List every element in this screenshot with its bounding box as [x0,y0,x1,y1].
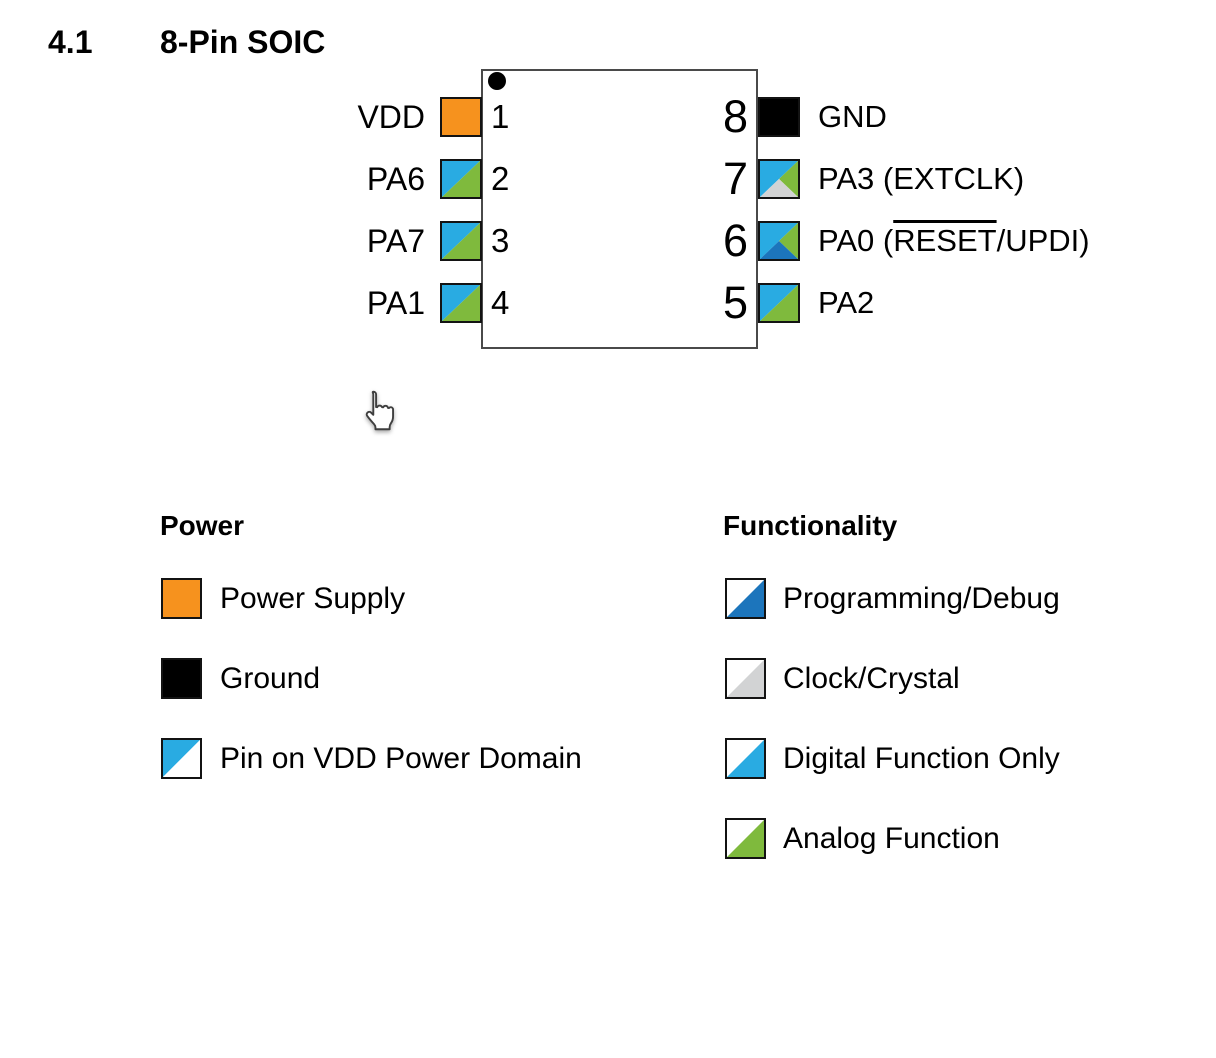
pin-number-5: 5 [722,277,748,328]
legend-digital-function-label: Digital Function Only [783,742,1060,775]
pin-number-3: 3 [491,222,510,259]
page-title: 8-Pin SOIC [160,24,326,60]
chip-package-body [481,69,758,349]
pin-number-4: 4 [491,284,510,321]
pin-number-7: 7 [722,153,748,204]
pin-label-pa0-post: /UPDI) [996,223,1090,258]
pin-box-5-swatch-icon [758,283,800,323]
legend-power-supply-swatch-icon [161,578,202,619]
pin-box-3-swatch-icon [440,221,482,261]
legend-power-supply-label: Power Supply [220,582,406,615]
legend-clock-crystal-label: Clock/Crystal [783,662,960,695]
legend-functionality-heading: Functionality [723,510,898,541]
legend-digital-function-swatch-icon [725,738,766,779]
pin-label-pa2: PA2 [818,285,875,320]
pin-label-pa1: PA1 [366,285,425,321]
pin-label-gnd: GND [818,99,887,134]
pin-box-6-swatch-icon [758,221,800,261]
pin-box-1-power-icon [440,97,482,137]
legend-ground-swatch-icon [161,658,202,699]
legend-power-heading: Power [160,510,245,541]
pin-label-pa6: PA6 [366,161,425,197]
pin-label-pa3: PA3 (EXTCLK) [818,161,1025,196]
pin-number-6: 6 [722,215,748,266]
legend-analog-function-swatch-icon [725,818,766,859]
pin-box-8-ground-icon [758,97,800,137]
pin-label-vdd: VDD [357,99,425,135]
pin-box-2-swatch-icon [440,159,482,199]
pin-label-pa0-reset-overline: RESET [893,223,997,258]
pin-box-7-swatch-icon [758,159,800,199]
legend-ground-label: Ground [220,662,321,695]
legend-programming-debug-label: Programming/Debug [783,582,1060,615]
section-number: 4.1 [48,24,93,60]
pin-number-1: 1 [491,98,510,135]
pin1-indicator-dot-icon [488,72,506,90]
legend-vdd-domain-label: Pin on VDD Power Domain [220,742,582,775]
legend-analog-function-label: Analog Function [783,822,1000,855]
pin-box-4-swatch-icon [440,283,482,323]
legend-vdd-domain-swatch-icon [161,738,202,779]
pin-number-8: 8 [722,91,748,142]
pin-label-pa0-pre: PA0 ( [818,223,894,258]
hand-pointer-cursor-icon [365,390,395,431]
legend-programming-debug-swatch-icon [725,578,766,619]
pin-label-pa0: PA0 (RESET/UPDI) [818,221,1090,261]
pin-number-2: 2 [491,160,510,197]
legend-clock-crystal-swatch-icon [725,658,766,699]
pin-label-pa7: PA7 [366,223,425,259]
